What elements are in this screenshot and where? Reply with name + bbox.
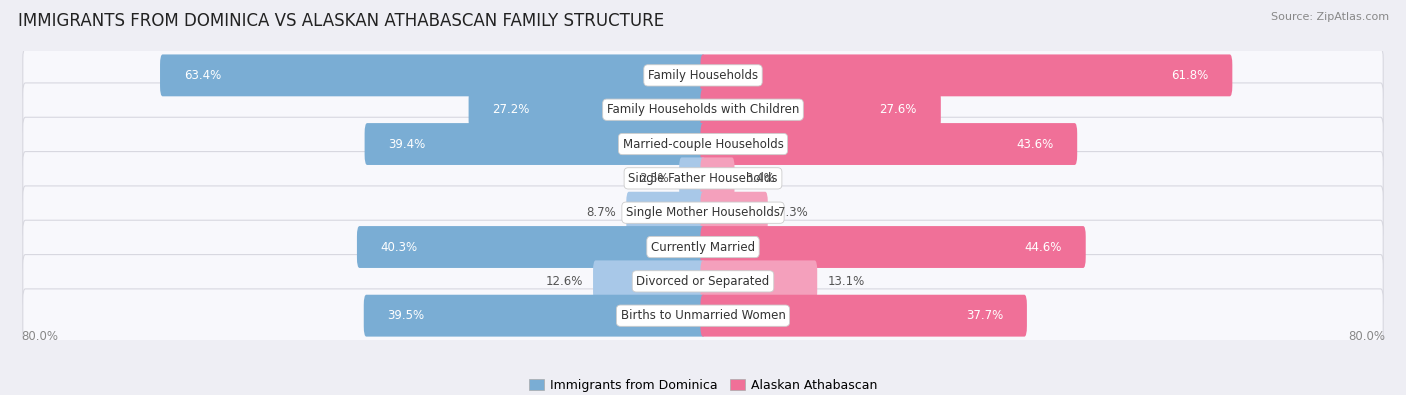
- Text: 39.5%: 39.5%: [388, 309, 425, 322]
- Text: 63.4%: 63.4%: [184, 69, 221, 82]
- Text: Single Father Households: Single Father Households: [628, 172, 778, 185]
- FancyBboxPatch shape: [357, 226, 706, 268]
- FancyBboxPatch shape: [700, 89, 941, 131]
- Text: 44.6%: 44.6%: [1025, 241, 1062, 254]
- FancyBboxPatch shape: [626, 192, 706, 233]
- Text: Single Mother Households: Single Mother Households: [626, 206, 780, 219]
- Text: 8.7%: 8.7%: [586, 206, 616, 219]
- Text: 80.0%: 80.0%: [21, 331, 58, 344]
- Text: 27.6%: 27.6%: [880, 103, 917, 116]
- Text: 3.4%: 3.4%: [745, 172, 775, 185]
- Text: Family Households with Children: Family Households with Children: [607, 103, 799, 116]
- Text: Family Households: Family Households: [648, 69, 758, 82]
- FancyBboxPatch shape: [468, 89, 706, 131]
- FancyBboxPatch shape: [364, 295, 706, 337]
- FancyBboxPatch shape: [160, 55, 706, 96]
- FancyBboxPatch shape: [700, 158, 734, 199]
- Text: 43.6%: 43.6%: [1017, 137, 1053, 150]
- Text: 12.6%: 12.6%: [546, 275, 583, 288]
- Text: 7.3%: 7.3%: [778, 206, 808, 219]
- FancyBboxPatch shape: [700, 192, 768, 233]
- FancyBboxPatch shape: [22, 83, 1384, 137]
- Text: 2.5%: 2.5%: [640, 172, 669, 185]
- Text: Married-couple Households: Married-couple Households: [623, 137, 783, 150]
- Text: 39.4%: 39.4%: [388, 137, 426, 150]
- FancyBboxPatch shape: [593, 260, 706, 302]
- FancyBboxPatch shape: [700, 295, 1026, 337]
- Text: Births to Unmarried Women: Births to Unmarried Women: [620, 309, 786, 322]
- Text: Divorced or Separated: Divorced or Separated: [637, 275, 769, 288]
- Text: Source: ZipAtlas.com: Source: ZipAtlas.com: [1271, 12, 1389, 22]
- FancyBboxPatch shape: [364, 123, 706, 165]
- Text: Currently Married: Currently Married: [651, 241, 755, 254]
- FancyBboxPatch shape: [22, 152, 1384, 205]
- FancyBboxPatch shape: [22, 254, 1384, 308]
- Text: 37.7%: 37.7%: [966, 309, 1002, 322]
- FancyBboxPatch shape: [679, 158, 706, 199]
- Legend: Immigrants from Dominica, Alaskan Athabascan: Immigrants from Dominica, Alaskan Athaba…: [523, 374, 883, 395]
- FancyBboxPatch shape: [22, 186, 1384, 239]
- FancyBboxPatch shape: [22, 220, 1384, 274]
- Text: 13.1%: 13.1%: [828, 275, 865, 288]
- FancyBboxPatch shape: [22, 117, 1384, 171]
- FancyBboxPatch shape: [700, 226, 1085, 268]
- FancyBboxPatch shape: [22, 49, 1384, 102]
- Text: 27.2%: 27.2%: [492, 103, 530, 116]
- FancyBboxPatch shape: [700, 260, 817, 302]
- Text: IMMIGRANTS FROM DOMINICA VS ALASKAN ATHABASCAN FAMILY STRUCTURE: IMMIGRANTS FROM DOMINICA VS ALASKAN ATHA…: [18, 12, 665, 30]
- FancyBboxPatch shape: [22, 289, 1384, 342]
- Text: 61.8%: 61.8%: [1171, 69, 1209, 82]
- Text: 40.3%: 40.3%: [381, 241, 418, 254]
- FancyBboxPatch shape: [700, 123, 1077, 165]
- Text: 80.0%: 80.0%: [1348, 331, 1385, 344]
- FancyBboxPatch shape: [700, 55, 1232, 96]
